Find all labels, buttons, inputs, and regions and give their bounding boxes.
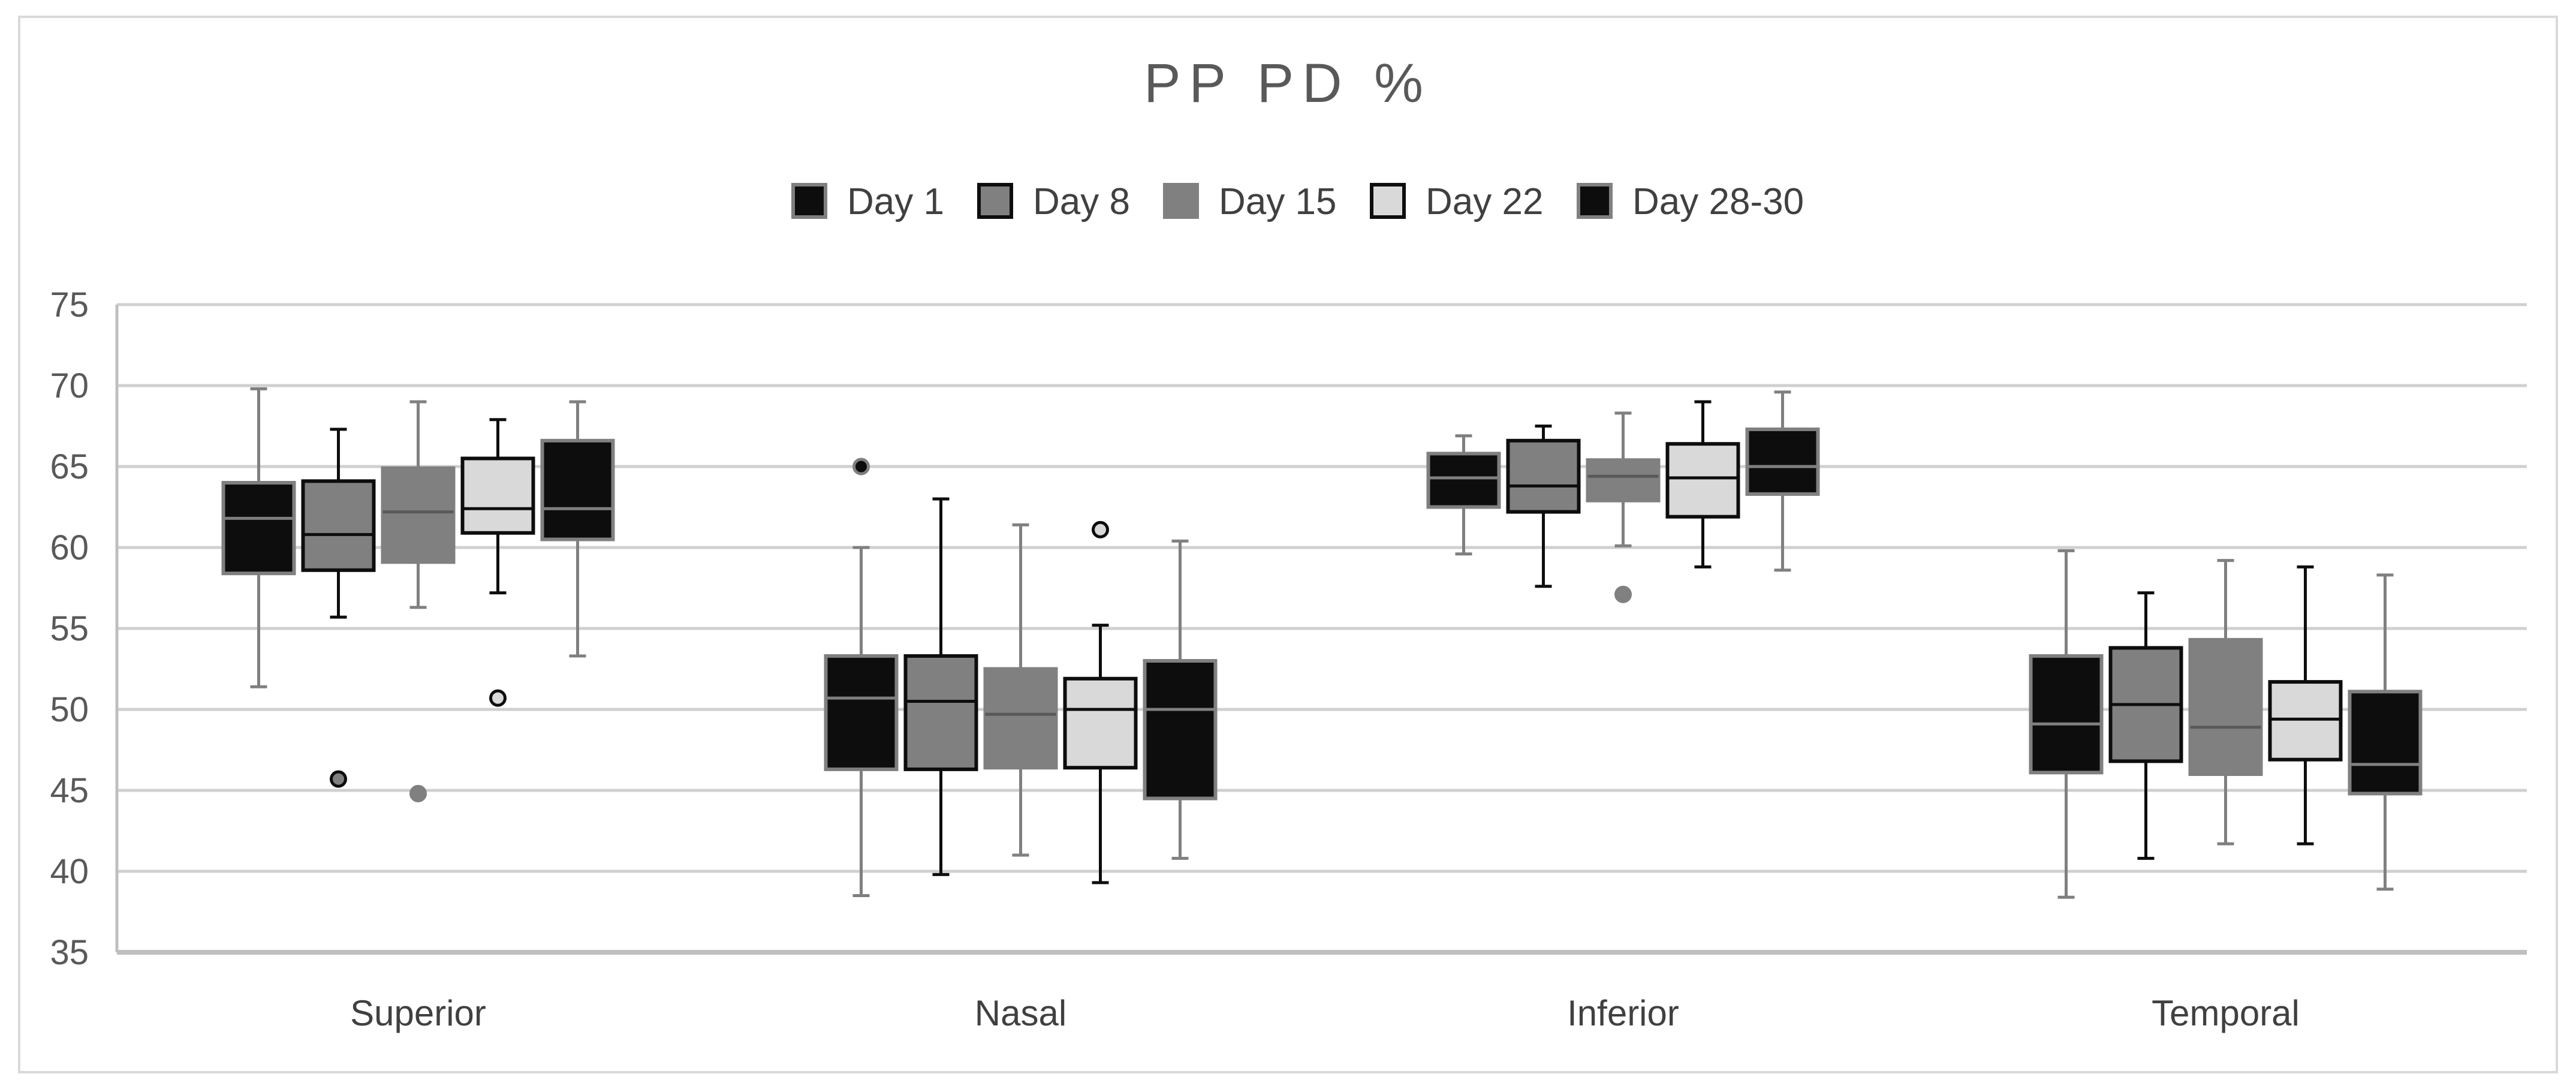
series-day-22 [460,400,2343,885]
series-day-28-30 [540,390,2423,891]
outlier-point [852,458,870,476]
iqr-box [1426,452,1501,509]
x-category-label: Inferior [1567,993,1679,1033]
legend-swatch [977,183,1013,219]
x-category-label: Temporal [2152,993,2300,1033]
iqr-box [1665,442,1740,519]
box-plot [824,458,899,897]
box-plot [381,400,456,802]
box-plot [221,387,296,688]
y-tick-label: 55 [50,609,89,648]
y-axis: 35 40 45 50 55 60 65 70 75 [50,285,119,972]
legend-label: Day 15 [1219,181,1336,222]
box-plot [1506,425,1581,588]
iqr-box [2348,690,2423,796]
y-tick-label: 50 [50,690,89,729]
series-day-8 [301,425,2183,876]
legend-label: Day 8 [1033,181,1130,222]
iqr-box [903,654,978,771]
box-plot [460,418,535,707]
legend-swatch [791,183,827,219]
y-tick-label: 75 [50,285,89,324]
legend-swatch [1577,183,1613,219]
outlier-point [489,689,507,707]
box-plot [903,497,978,876]
x-category-label: Nasal [975,993,1066,1033]
box-plot [1586,411,1661,603]
legend-label: Day 28-30 [1632,181,1804,222]
outlier-point [409,784,427,802]
y-tick-label: 45 [50,771,89,810]
iqr-box [1063,676,1138,770]
legend-swatch [1370,183,1406,219]
box-series [221,387,2423,899]
iqr-box [381,466,456,564]
iqr-box [2268,680,2343,762]
legend-item: Day 8 [977,181,1130,222]
legend-item: Day 28-30 [1577,181,1804,222]
iqr-box [1745,427,1820,496]
box-plot [2268,565,2343,846]
box-plot [2348,573,2423,891]
legend-item: Day 22 [1370,181,1543,222]
box-plot [1143,539,1218,860]
y-tick-label: 70 [50,366,89,405]
y-tick-label: 40 [50,852,89,891]
outlier-point [1092,521,1109,539]
legend-label: Day 22 [1426,181,1543,222]
x-axis: Superior Nasal Inferior Temporal [350,993,2300,1033]
legend-swatch [1163,183,1199,219]
iqr-box [824,654,899,771]
y-tick-label: 35 [50,933,89,972]
gridlines [117,303,2527,955]
iqr-box [1586,458,1661,503]
iqr-box [983,667,1058,770]
series-day-15 [381,400,2263,857]
series-day-1 [221,387,2104,899]
box-plot [1063,521,1138,885]
box-plot [301,428,376,788]
chart-legend: Day 1 Day 8 Day 15 Day 22 Day 28-30 [791,181,1804,222]
box-plot [540,400,615,658]
y-tick-label: 65 [50,447,89,486]
legend-item: Day 15 [1163,181,1336,222]
iqr-box [1506,438,1581,514]
outlier-point [1614,585,1632,603]
iqr-box [221,481,296,576]
y-tick-label: 60 [50,528,89,567]
box-plot [1426,434,1501,556]
iqr-box [460,456,535,535]
legend-label: Day 1 [847,181,944,222]
iqr-box [540,438,615,542]
chart-title: PP PD % [1144,53,1432,114]
iqr-box [301,479,376,572]
box-plot [2188,559,2263,846]
box-plot [1665,400,1740,568]
box-plot [2108,591,2183,860]
x-category-label: Superior [350,993,486,1033]
legend-item: Day 1 [791,181,944,222]
iqr-box [2188,637,2263,777]
iqr-box [1143,659,1218,801]
box-plot [1745,390,1820,572]
box-plot [2029,549,2104,899]
iqr-box [2029,654,2104,775]
box-plot [983,523,1058,857]
outlier-point [330,770,347,788]
